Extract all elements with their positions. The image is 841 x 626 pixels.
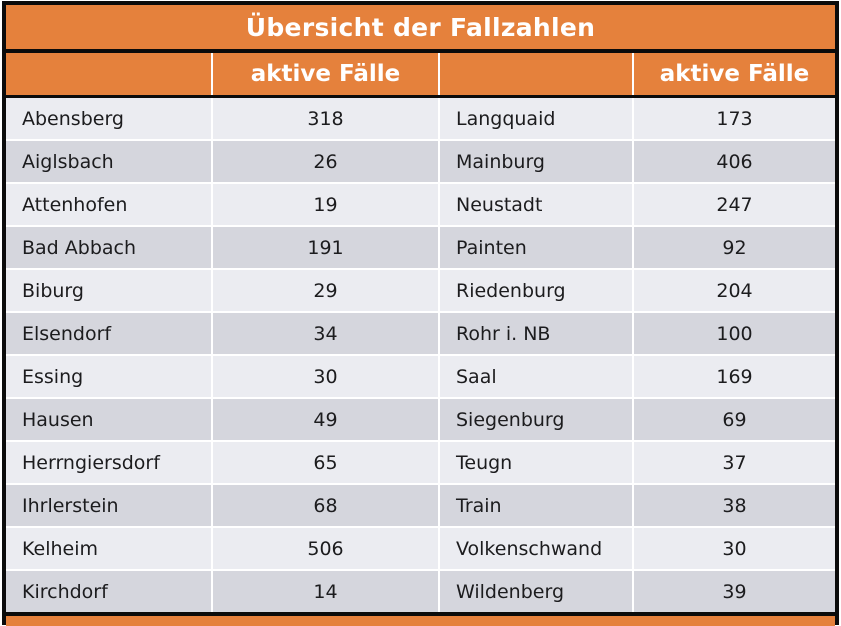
municipality-name-cell: Attenhofen (6, 184, 211, 225)
active-cases-value-cell: 30 (213, 356, 438, 397)
municipality-name-cell: Essing (6, 356, 211, 397)
header-body-divider (6, 95, 835, 98)
municipality-name-cell: Riedenburg (440, 270, 632, 311)
table-header-row: aktive Fälle aktive Fälle (6, 53, 835, 95)
municipality-name-cell: Herrngiersdorf (6, 442, 211, 483)
active-cases-value-cell: 204 (634, 270, 835, 311)
active-cases-value-cell: 69 (634, 399, 835, 440)
active-cases-value-cell: 68 (213, 485, 438, 526)
active-cases-value-cell: 19 (213, 184, 438, 225)
active-cases-value-cell: 92 (634, 227, 835, 268)
title-header-divider (6, 49, 835, 53)
active-cases-value-cell: 506 (213, 528, 438, 569)
body-footer-divider (6, 612, 835, 616)
municipality-name-cell: Kelheim (6, 528, 211, 569)
header-cell-right-cases: aktive Fälle (634, 53, 835, 95)
active-cases-value-cell: 34 (213, 313, 438, 354)
active-cases-value-cell: 39 (634, 571, 835, 612)
active-cases-value-cell: 318 (213, 98, 438, 139)
municipality-name-cell: Abensberg (6, 98, 211, 139)
header-cell-left-cases: aktive Fälle (213, 53, 438, 95)
active-cases-value-cell: 100 (634, 313, 835, 354)
municipality-name-cell: Wildenberg (440, 571, 632, 612)
municipality-name-cell: Elsendorf (6, 313, 211, 354)
municipality-name-cell: Langquaid (440, 98, 632, 139)
header-cell-left-name (6, 53, 211, 95)
active-cases-value-cell: 37 (634, 442, 835, 483)
active-cases-value-cell: 169 (634, 356, 835, 397)
municipality-name-cell: Neustadt (440, 184, 632, 225)
active-cases-value-cell: 14 (213, 571, 438, 612)
municipality-name-cell: Volkenschwand (440, 528, 632, 569)
municipality-name-cell: Saal (440, 356, 632, 397)
table-body: Abensberg 318 Langquaid 173 Aiglsbach 26 Mainb… (6, 98, 835, 612)
municipality-name-cell: Bad Abbach (6, 227, 211, 268)
municipality-name-cell: Ihrlerstein (6, 485, 211, 526)
bottom-orange-strip (6, 616, 835, 626)
municipality-name-cell: Mainburg (440, 141, 632, 182)
table-title: Übersicht der Fallzahlen (6, 5, 835, 49)
active-cases-value-cell: 65 (213, 442, 438, 483)
active-cases-value-cell: 173 (634, 98, 835, 139)
active-cases-value-cell: 38 (634, 485, 835, 526)
active-cases-value-cell: 49 (213, 399, 438, 440)
municipality-name-cell: Rohr i. NB (440, 313, 632, 354)
municipality-name-cell: Teugn (440, 442, 632, 483)
municipality-name-cell: Aiglsbach (6, 141, 211, 182)
municipality-name-cell: Siegenburg (440, 399, 632, 440)
active-cases-value-cell: 247 (634, 184, 835, 225)
active-cases-value-cell: 30 (634, 528, 835, 569)
municipality-name-cell: Biburg (6, 270, 211, 311)
municipality-name-cell: Train (440, 485, 632, 526)
active-cases-value-cell: 29 (213, 270, 438, 311)
municipality-name-cell: Hausen (6, 399, 211, 440)
active-cases-value-cell: 26 (213, 141, 438, 182)
header-cell-right-name (440, 53, 632, 95)
active-cases-value-cell: 191 (213, 227, 438, 268)
active-cases-value-cell: 406 (634, 141, 835, 182)
municipality-name-cell: Painten (440, 227, 632, 268)
municipality-name-cell: Kirchdorf (6, 571, 211, 612)
